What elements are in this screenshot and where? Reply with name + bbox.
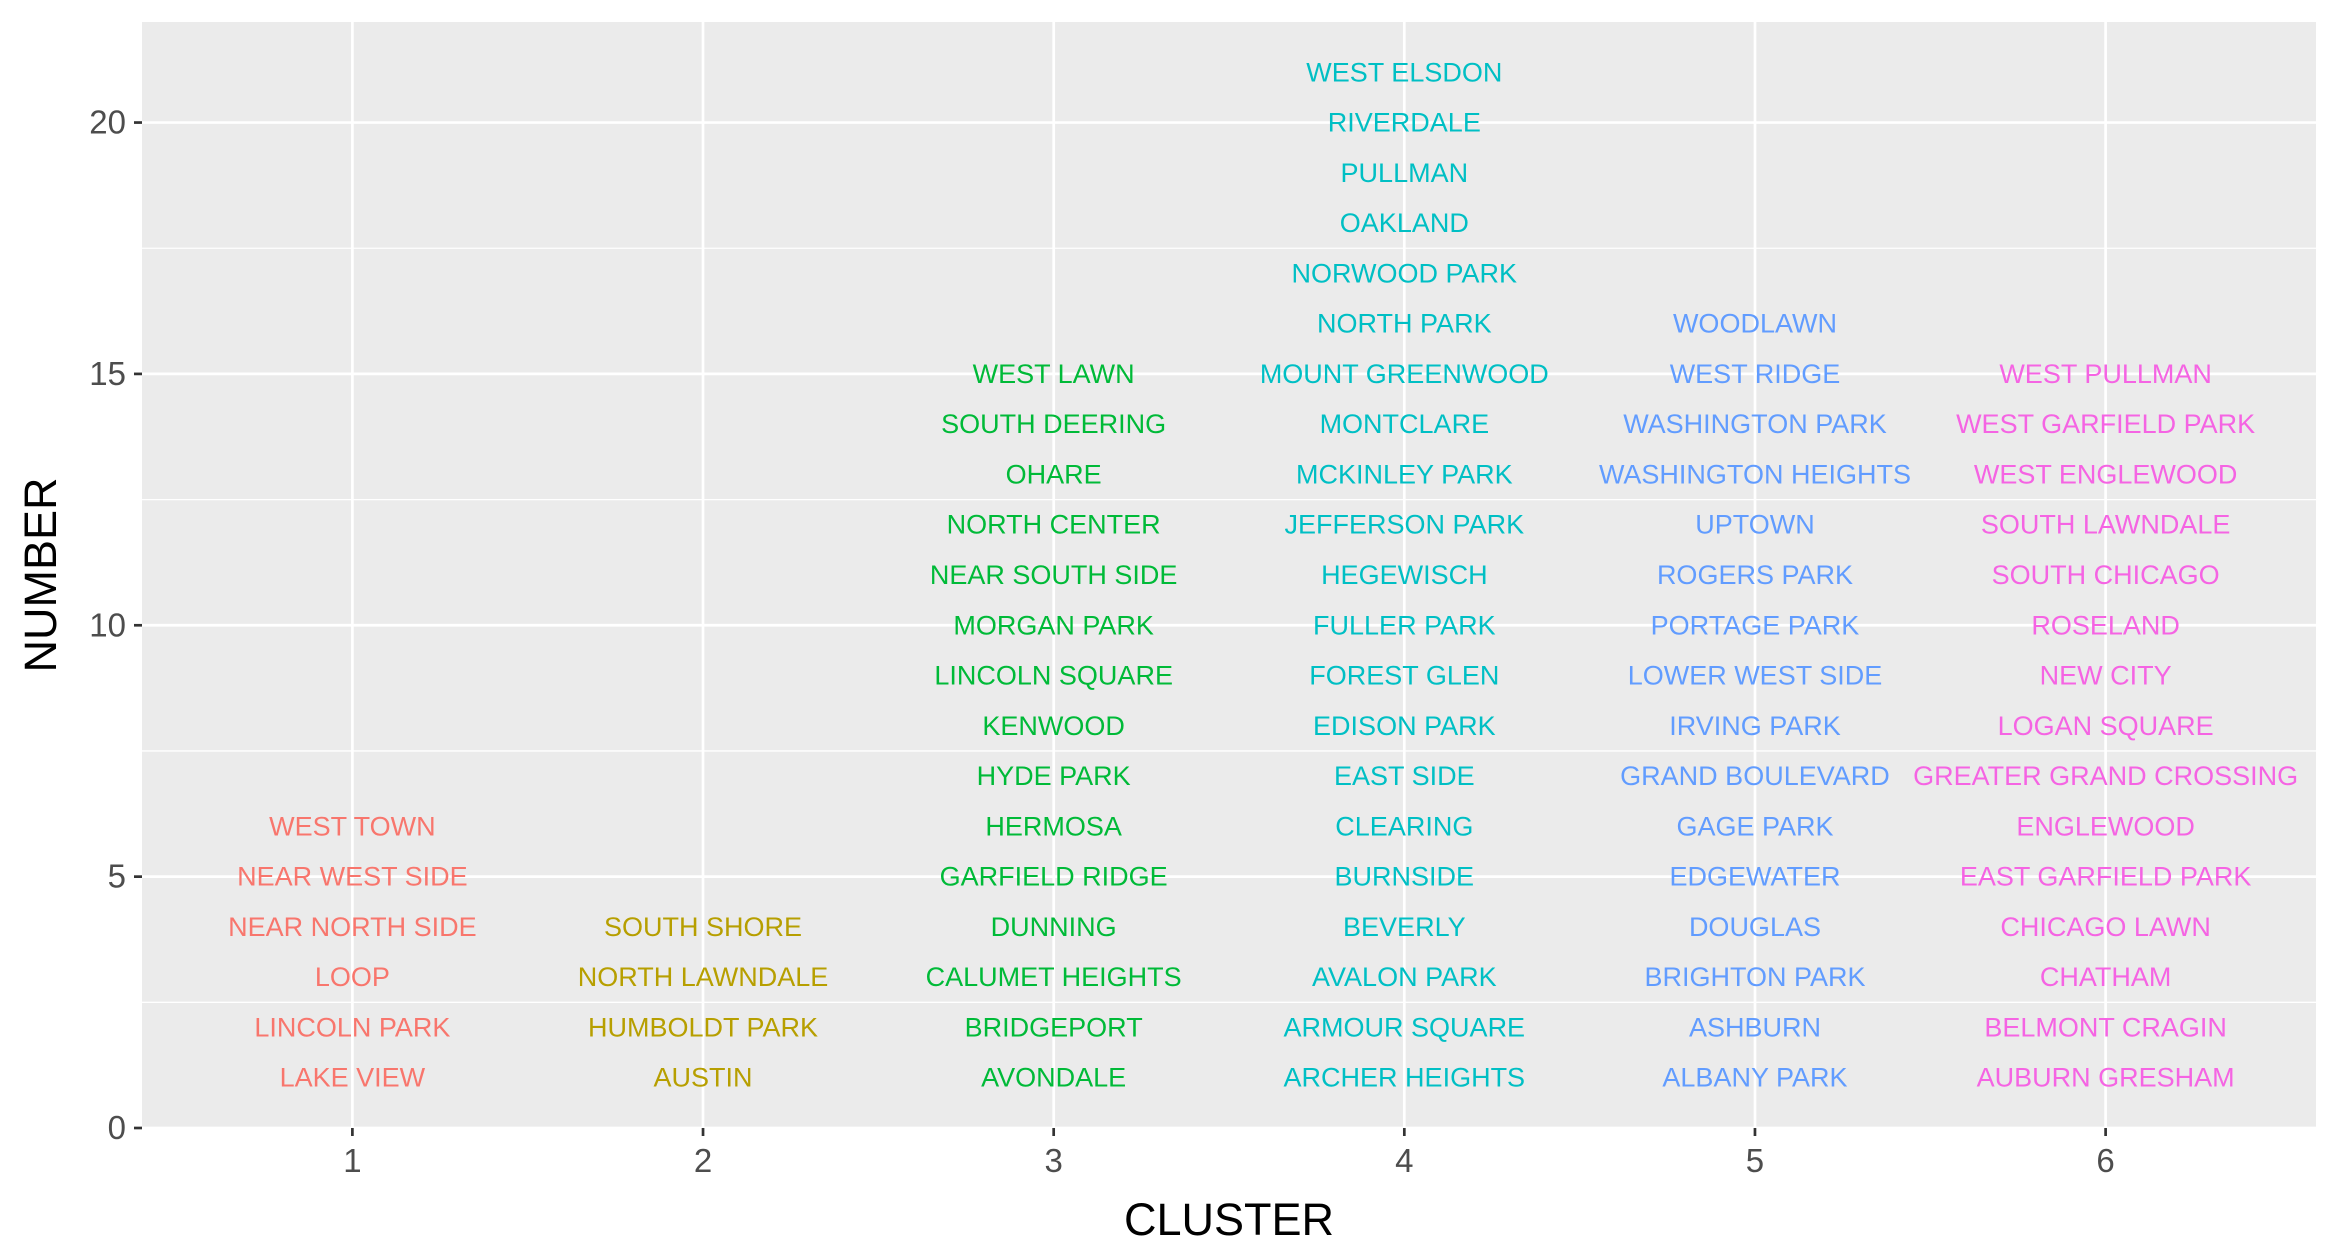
neighborhood-label: RIVERDALE: [1328, 108, 1481, 138]
y-axis: 0 5 10 15 20: [89, 104, 142, 1146]
minor-gridlines: [142, 247, 2316, 1003]
neighborhood-label: ARMOUR SQUARE: [1284, 1012, 1526, 1042]
neighborhood-label: NEAR WEST SIDE: [237, 862, 468, 892]
neighborhood-label: AVONDALE: [981, 1063, 1126, 1093]
neighborhood-label: ARCHER HEIGHTS: [1284, 1063, 1526, 1093]
y-axis-title: NUMBER: [15, 477, 66, 672]
y-tick-label: 5: [108, 858, 126, 895]
x-axis-title: CLUSTER: [1124, 1194, 1334, 1245]
x-axis: 1 2 3 4 5 6: [343, 1128, 2115, 1179]
neighborhood-label: HUMBOLDT PARK: [588, 1012, 818, 1042]
neighborhood-label: IRVING PARK: [1669, 711, 1841, 741]
neighborhood-label: WEST ELSDON: [1306, 57, 1502, 87]
neighborhood-label: AVALON PARK: [1312, 962, 1497, 992]
neighborhood-label: WOODLAWN: [1673, 309, 1837, 339]
neighborhood-label: LOGAN SQUARE: [1998, 711, 2214, 741]
y-tick-label: 10: [89, 606, 126, 643]
neighborhood-label: LINCOLN SQUARE: [934, 661, 1173, 691]
major-gridlines: [142, 22, 2316, 1130]
neighborhood-label: EAST SIDE: [1334, 761, 1475, 791]
neighborhood-label: SOUTH LAWNDALE: [1981, 510, 2231, 540]
neighborhood-label: NORTH CENTER: [947, 510, 1161, 540]
neighborhood-label: DUNNING: [991, 912, 1117, 942]
neighborhood-label: JEFFERSON PARK: [1285, 510, 1525, 540]
neighborhood-label: AUSTIN: [654, 1063, 753, 1093]
neighborhood-label: SOUTH DEERING: [941, 409, 1166, 439]
neighborhood-label: GREATER GRAND CROSSING: [1913, 761, 2298, 791]
y-tick-label: 0: [108, 1109, 126, 1146]
x-tick-label: 4: [1395, 1142, 1413, 1179]
neighborhood-label: NORWOOD PARK: [1292, 258, 1518, 288]
neighborhood-label: BELMONT CRAGIN: [1984, 1012, 2227, 1042]
neighborhood-label: LAKE VIEW: [280, 1063, 426, 1093]
neighborhood-label: NEAR NORTH SIDE: [228, 912, 477, 942]
x-tick-label: 1: [343, 1142, 361, 1179]
neighborhood-label: ENGLEWOOD: [2016, 811, 2195, 841]
y-tick-label: 15: [89, 355, 126, 392]
neighborhood-label: DOUGLAS: [1689, 912, 1821, 942]
neighborhood-label: WEST GARFIELD PARK: [1956, 409, 2255, 439]
point-labels: LAKE VIEW LINCOLN PARK LOOP NEAR NORTH SIDE…: [228, 57, 2298, 1092]
neighborhood-label: MONTCLARE: [1320, 409, 1490, 439]
neighborhood-label: WASHINGTON HEIGHTS: [1599, 459, 1911, 489]
neighborhood-label: WEST LAWN: [973, 359, 1135, 389]
neighborhood-label: FOREST GLEN: [1309, 661, 1499, 691]
neighborhood-label: NORTH PARK: [1317, 309, 1492, 339]
x-tick-label: 6: [2096, 1142, 2114, 1179]
neighborhood-label: BEVERLY: [1343, 912, 1466, 942]
x-tick-label: 3: [1044, 1142, 1062, 1179]
neighborhood-label: BRIDGEPORT: [965, 1012, 1143, 1042]
neighborhood-label: WEST ENGLEWOOD: [1974, 459, 2238, 489]
neighborhood-label: FULLER PARK: [1313, 610, 1496, 640]
neighborhood-label: HERMOSA: [985, 811, 1122, 841]
neighborhood-label: LOWER WEST SIDE: [1628, 661, 1883, 691]
neighborhood-label: CHATHAM: [2040, 962, 2172, 992]
neighborhood-label: LOOP: [315, 962, 390, 992]
neighborhood-label: EDISON PARK: [1313, 711, 1496, 741]
neighborhood-label: PORTAGE PARK: [1651, 610, 1860, 640]
neighborhood-label: GAGE PARK: [1676, 811, 1833, 841]
neighborhood-label: ROGERS PARK: [1657, 560, 1853, 590]
neighborhood-label: SOUTH SHORE: [604, 912, 802, 942]
neighborhood-label: WEST RIDGE: [1670, 359, 1841, 389]
neighborhood-label: OAKLAND: [1340, 208, 1469, 238]
neighborhood-label: CALUMET HEIGHTS: [926, 962, 1182, 992]
neighborhood-label: SOUTH CHICAGO: [1992, 560, 2220, 590]
neighborhood-label: AUBURN GRESHAM: [1977, 1063, 2235, 1093]
neighborhood-label: MCKINLEY PARK: [1296, 459, 1513, 489]
neighborhood-label: EAST GARFIELD PARK: [1960, 862, 2252, 892]
x-tick-label: 5: [1746, 1142, 1764, 1179]
neighborhood-label: HYDE PARK: [977, 761, 1131, 791]
neighborhood-label: MORGAN PARK: [953, 610, 1154, 640]
neighborhood-label: EDGEWATER: [1669, 862, 1840, 892]
neighborhood-label: NEAR SOUTH SIDE: [930, 560, 1178, 590]
neighborhood-label: LINCOLN PARK: [254, 1012, 450, 1042]
x-tick-label: 2: [694, 1142, 712, 1179]
neighborhood-label: CLEARING: [1335, 811, 1473, 841]
neighborhood-label: NEW CITY: [2040, 661, 2172, 691]
neighborhood-label: GRAND BOULEVARD: [1620, 761, 1890, 791]
neighborhood-label: MOUNT GREENWOOD: [1260, 359, 1549, 389]
neighborhood-label: PULLMAN: [1341, 158, 1469, 188]
neighborhood-label: ASHBURN: [1689, 1012, 1821, 1042]
y-tick-label: 20: [89, 104, 126, 141]
neighborhood-label: UPTOWN: [1695, 510, 1815, 540]
neighborhood-label: NORTH LAWNDALE: [578, 962, 829, 992]
neighborhood-label: OHARE: [1006, 459, 1102, 489]
neighborhood-label: CHICAGO LAWN: [2000, 912, 2211, 942]
neighborhood-label: HEGEWISCH: [1321, 560, 1488, 590]
neighborhood-label: BURNSIDE: [1335, 862, 1475, 892]
neighborhood-label: ROSELAND: [2031, 610, 2180, 640]
neighborhood-label: WASHINGTON PARK: [1623, 409, 1887, 439]
neighborhood-label: BRIGHTON PARK: [1644, 962, 1865, 992]
neighborhood-label: GARFIELD RIDGE: [940, 862, 1168, 892]
neighborhood-label: ALBANY PARK: [1662, 1063, 1847, 1093]
neighborhood-label: WEST PULLMAN: [1999, 359, 2212, 389]
neighborhood-label: KENWOOD: [982, 711, 1125, 741]
plot-panel: [142, 22, 2316, 1128]
neighborhood-label: WEST TOWN: [269, 811, 436, 841]
